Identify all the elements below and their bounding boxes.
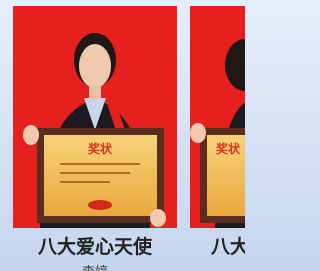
page: 奖状 奖状 八大爱心天使 李婷 八大爱心天使 (() => { const da… bbox=[0, 0, 245, 271]
photo: 奖状 bbox=[190, 6, 245, 228]
photo: 奖状 bbox=[13, 6, 177, 228]
card-caption: 八大爱心天使 bbox=[211, 235, 245, 258]
certificate-title: 奖状 bbox=[216, 141, 241, 156]
card-caption: 八大爱心天使 bbox=[38, 235, 153, 258]
gallery: 奖状 奖状 八大爱心天使 李婷 八大爱心天使 bbox=[0, 0, 245, 271]
card-name: 李婷 bbox=[82, 264, 108, 271]
certificate-title: 奖状 bbox=[88, 141, 113, 156]
